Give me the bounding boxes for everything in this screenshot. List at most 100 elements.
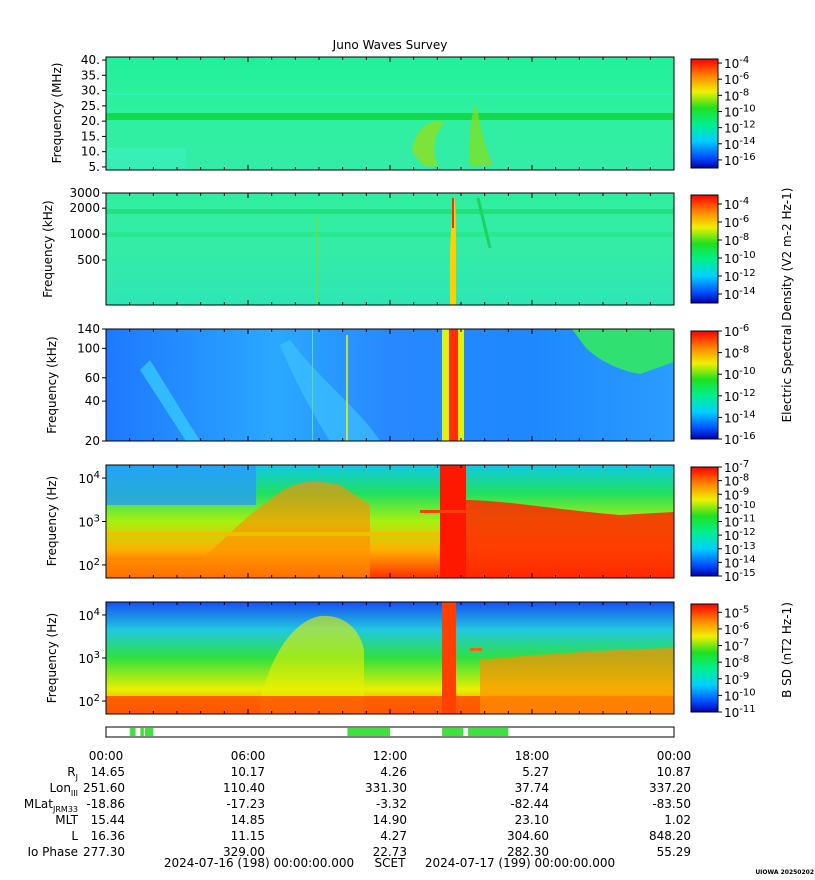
ephemeris-value: 14.90 (373, 813, 407, 827)
ephemeris-value: 1.02 (664, 813, 691, 827)
ephemeris-value: -83.50 (652, 797, 691, 811)
colorbar-1-label: 10-12 (724, 120, 756, 136)
mode-bar-segment (468, 728, 509, 736)
panel-2-drift-line (476, 197, 492, 249)
panel-1-ytick-label: 35. (81, 68, 100, 82)
colorbar-4 (690, 466, 719, 577)
colorbar-3-label: 10-8 (724, 345, 749, 361)
ephemeris-value: 11.15 (231, 829, 265, 843)
panel-4-ytick-label: 102 (78, 557, 100, 573)
panel-3-ytick-label: 100 (77, 341, 100, 355)
panel-3-ytick-label: 40 (85, 394, 100, 408)
panel-1-ytick-label: 25. (81, 99, 100, 113)
ephemeris-value: 337.20 (649, 781, 691, 795)
colorbar-1 (690, 58, 719, 169)
panel-4-ytick-label: 104 (78, 470, 100, 486)
ephemeris-value: 14.85 (231, 813, 265, 827)
panel-1-ytick-label: 10. (81, 145, 100, 159)
panel-2-ytick-label: 2000 (69, 201, 100, 215)
magnetic-colorbar-label: B SD (nT2 Hz-1) (780, 602, 794, 698)
panel-1-arc-emission-b (469, 104, 494, 166)
panel-1-band-29mhz (106, 93, 674, 95)
ephemeris-label: LonIII (50, 781, 79, 798)
ephemeris-label: MLatJRM33 (24, 797, 78, 814)
colorbar-5-label: 10-5 (724, 604, 749, 620)
colorbar-5 (690, 603, 719, 713)
panel-5-yellow-rise (260, 615, 364, 714)
ephemeris-value: 110.40 (223, 781, 265, 795)
xtick-label: 00:00 (89, 749, 124, 763)
panel-1-band-21mhz (106, 113, 674, 120)
ephemeris-value: 282.30 (507, 845, 549, 859)
colorbar-5-label: 10-8 (724, 654, 749, 670)
spectrogram-panel-1 (106, 57, 674, 170)
panel-5-burst (442, 602, 456, 714)
panel-1-ytick-label: 15. (81, 129, 100, 143)
ephemeris-label: RJ (67, 765, 78, 782)
panel-2-ytick-label: 1000 (69, 227, 100, 241)
xtick-label: 06:00 (231, 749, 266, 763)
colorbar-3-label: 10-10 (724, 366, 756, 382)
colorbar-2-label: 10-6 (724, 214, 749, 230)
mode-bar-segment (145, 728, 154, 736)
colorbar-4-label: 10-15 (724, 568, 756, 584)
ephemeris-value: 329.00 (223, 845, 265, 859)
panel-3-ytick-label: 140 (77, 322, 100, 336)
ephemeris-value: 10.17 (231, 765, 265, 779)
xtick-label: 18:00 (515, 749, 550, 763)
panel-1-ytick-label: 5. (89, 160, 100, 174)
colorbar-4-label: 10-9 (724, 486, 749, 502)
panel-3-burst-core (449, 329, 458, 441)
ephemeris-value: 22.73 (373, 845, 407, 859)
panel-5-ytick-label: 102 (78, 693, 100, 709)
ephemeris-value: 5.27 (522, 765, 549, 779)
panel-2-faint-line (316, 215, 317, 305)
colorbar-3-label: 10-16 (724, 431, 756, 447)
colorbar-1-label: 10-4 (724, 55, 749, 71)
ephemeris-value: -18.86 (86, 797, 125, 811)
colorbar-2-label: 10-10 (724, 250, 756, 266)
colorbar-4-label: 10-14 (724, 554, 756, 570)
panel-3-streak-b (280, 340, 380, 441)
panel-3-ytick-label: 60 (85, 371, 100, 385)
ephemeris-value: 304.60 (507, 829, 549, 843)
ephemeris-value: 4.27 (380, 829, 407, 843)
colorbar-4-label: 10-8 (724, 473, 749, 489)
chart-title: Juno Waves Survey (332, 38, 448, 52)
ephemeris-value: 10.87 (657, 765, 691, 779)
colorbar-5-label: 10-9 (724, 671, 749, 687)
panel-5-ytick-label: 104 (78, 607, 100, 623)
panel-1-ytick-label: 40. (81, 53, 100, 67)
panel-1-ytick-label: 30. (81, 84, 100, 98)
colorbar-3 (690, 330, 719, 440)
ephemeris-value: 331.30 (365, 781, 407, 795)
ephemeris-value: 251.60 (83, 781, 125, 795)
ephemeris-value: 14.65 (91, 765, 125, 779)
panel-3-streak-a (140, 360, 200, 441)
ephemeris-label: Io Phase (27, 845, 78, 859)
panel-4-line-1500hz (420, 510, 480, 513)
panel-5-orange-right (480, 648, 674, 714)
colorbar-5-label: 10-7 (724, 638, 749, 654)
panel-2-band-1000khz (106, 232, 674, 237)
ephemeris-value: 16.36 (91, 829, 125, 843)
xtick-label: 12:00 (373, 749, 408, 763)
electric-colorbar-label: Electric Spectral Density (V2 m-2 Hz-1) (780, 188, 794, 423)
footer-end: 2024-07-17 (199) 00:00:00.000 (425, 856, 615, 870)
mode-bar-segment (129, 728, 131, 736)
colorbar-1-label: 10-10 (724, 103, 756, 119)
colorbar-2-label: 10-14 (724, 286, 756, 302)
ephemeris-value: -17.23 (226, 797, 265, 811)
panel-1-arc-emission-a (412, 121, 444, 166)
ephemeris-value: 848.20 (649, 829, 691, 843)
panel-2-ytick-label: 500 (77, 253, 100, 267)
footer-start: 2024-07-16 (198) 00:00:00.000 (164, 856, 354, 870)
panel-1-ytick-label: 20. (81, 114, 100, 128)
mode-bar-segment (140, 728, 144, 736)
panel-4-line-600hz (106, 532, 442, 536)
spectrogram-panel-4 (106, 465, 674, 578)
panel-5-ytick-label: 103 (78, 650, 100, 666)
colorbar-1-label: 10-16 (724, 152, 756, 168)
colorbar-4-label: 10-13 (724, 541, 756, 557)
